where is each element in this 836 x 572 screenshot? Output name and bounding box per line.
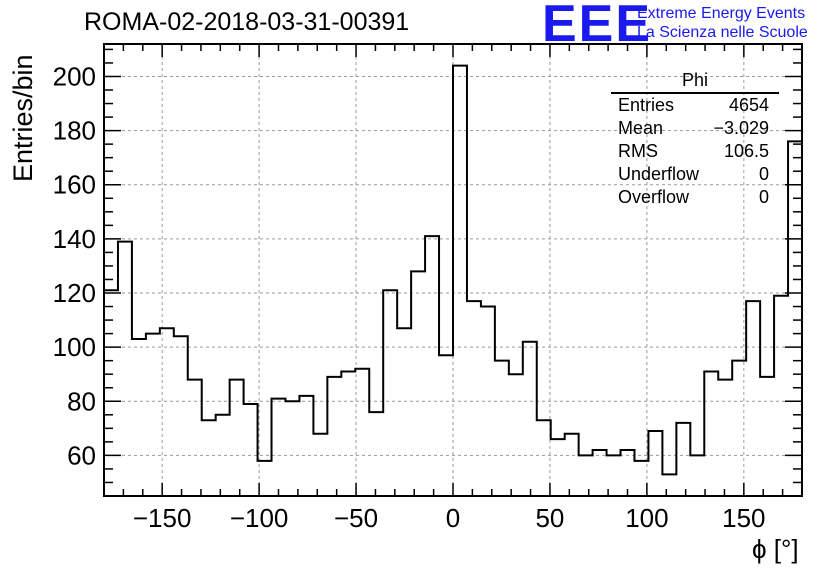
axes (103, 43, 803, 497)
histogram-bin (230, 380, 244, 496)
histogram-bin (327, 377, 341, 496)
x-tick-label: −50 (334, 503, 378, 533)
histogram-bin (383, 290, 397, 496)
histogram-bin (732, 361, 746, 496)
histogram-bin (341, 371, 355, 496)
histogram-bin (509, 374, 523, 496)
x-axis-label: ϕ [°] (752, 534, 799, 564)
histogram-bin (369, 412, 383, 496)
stats-row: Mean −3.029 (611, 117, 779, 140)
histogram-bin (746, 301, 760, 496)
histogram-bin (537, 420, 551, 496)
stats-rows: Entries 4654 Mean −3.029 RMS 106.5 Underflow 0 O… (611, 94, 779, 209)
histogram-bin (411, 271, 425, 496)
stats-value: 0 (758, 187, 769, 207)
histogram-bin (160, 328, 174, 496)
x-tick-label: 100 (625, 503, 668, 533)
histogram-bin (104, 290, 118, 496)
histogram-bin (299, 396, 313, 496)
histogram-bin (690, 455, 704, 496)
histogram-bin (397, 328, 411, 496)
stats-value: 0 (758, 164, 769, 184)
stats-row: Entries 4654 (611, 94, 779, 117)
histogram-bin (704, 371, 718, 496)
stats-label: Mean (618, 118, 664, 138)
histogram-bin (313, 434, 327, 496)
histogram-bin (439, 355, 453, 496)
histogram-bin (132, 339, 146, 496)
histogram-outline (103, 64, 803, 496)
histogram-bin (146, 334, 160, 496)
histogram-bin (425, 236, 439, 496)
histogram-bin (272, 399, 286, 496)
stats-box: Phi Entries 4654 Mean −3.029 RMS 106.5 Underfl… (611, 70, 779, 209)
tick-labels: −150 −100 −50 0 50 100 150 60 80 100 120 140 160 180 2… (53, 61, 766, 533)
y-axis-label: Entries/bin (8, 54, 38, 182)
stats-title: Phi (611, 70, 779, 94)
histogram-bin (174, 336, 188, 496)
histogram-bin (453, 66, 467, 496)
histogram-bin (676, 423, 690, 496)
histogram-bin (202, 420, 216, 496)
histogram-bin (244, 404, 258, 496)
stats-value: 106.5 (723, 141, 769, 161)
histogram-bin (118, 242, 132, 496)
x-tick-label: 50 (535, 503, 564, 533)
histogram-bin (523, 342, 537, 496)
logo-caption-line1: Extreme Energy Events (637, 5, 806, 22)
logo-caption-line2: La Scienza nelle Scuole (637, 24, 808, 41)
y-tick-label: 160 (53, 170, 96, 200)
x-tick-label: −150 (133, 503, 192, 533)
x-tick-label: 150 (722, 503, 765, 533)
histogram-bin (481, 307, 495, 496)
logo-caption: Extreme Energy Events La Scienza nelle S… (637, 4, 808, 42)
y-tick-label: 140 (53, 224, 96, 254)
histogram-bin (662, 474, 676, 496)
histogram-bin (551, 439, 565, 496)
y-tick-label: 200 (53, 61, 96, 91)
histogram-bin (579, 455, 593, 496)
y-tick-label: 120 (53, 278, 96, 308)
histogram-bin (495, 361, 509, 496)
stats-label: Overflow (618, 187, 690, 207)
histogram-bin (565, 434, 579, 496)
stats-row: RMS 106.5 (611, 140, 779, 163)
x-tick-label: 0 (446, 503, 460, 533)
stats-label: RMS (618, 141, 658, 161)
stats-row: Underflow 0 (611, 163, 779, 186)
stats-label: Underflow (618, 164, 700, 184)
stats-value: 4654 (728, 95, 769, 115)
histogram-bin (355, 369, 369, 496)
histogram-bin (593, 450, 607, 496)
y-tick-label: 100 (53, 332, 96, 362)
y-tick-label: 60 (67, 440, 96, 470)
histogram-bin (774, 296, 788, 496)
histogram-bin (788, 141, 802, 496)
histogram-bin (718, 380, 732, 496)
eee-logo: EEE (542, 0, 653, 53)
histogram-bin (648, 431, 662, 496)
y-tick-label: 180 (53, 116, 96, 146)
histogram-bin (216, 415, 230, 496)
stats-row: Overflow 0 (611, 186, 779, 209)
stats-label: Entries (618, 95, 675, 115)
x-tick-label: −100 (230, 503, 289, 533)
histogram-bin (467, 301, 481, 496)
stats-value: −3.029 (713, 118, 769, 138)
histogram-bin (760, 377, 774, 496)
histogram-bin (285, 401, 299, 496)
y-tick-label: 80 (67, 386, 96, 416)
plot-title: ROMA-02-2018-03-31-00391 (84, 8, 410, 36)
histogram-bin (188, 380, 202, 496)
